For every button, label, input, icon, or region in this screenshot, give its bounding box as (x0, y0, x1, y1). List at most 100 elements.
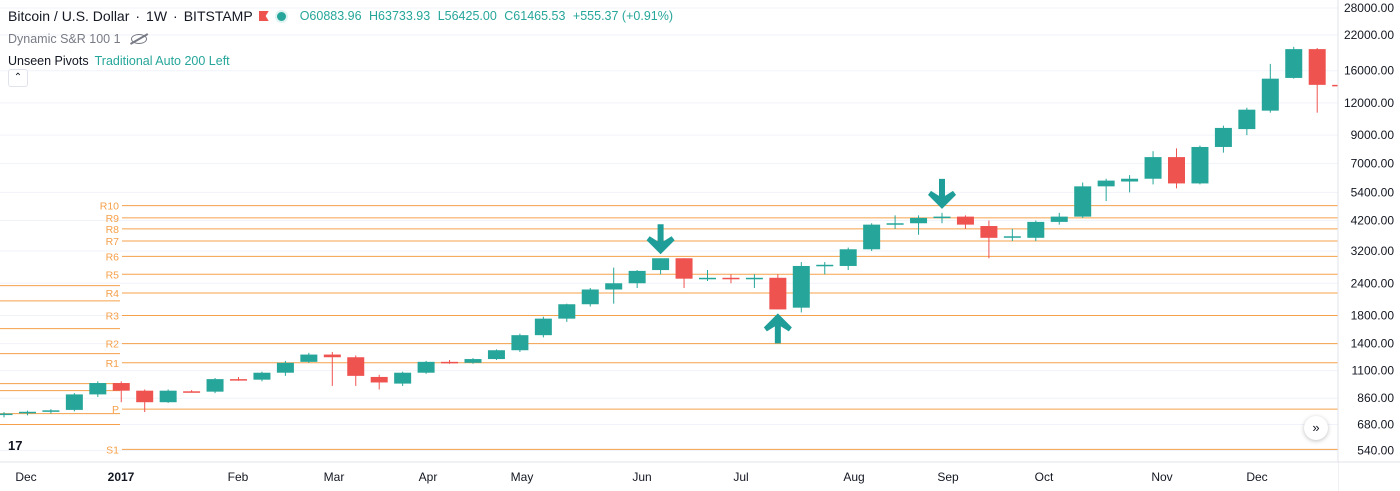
candle-body (1003, 236, 1021, 238)
candle-body (956, 216, 974, 225)
tradingview-logo-icon[interactable]: 17 (8, 438, 23, 453)
price-tick-label: 540.00 (1357, 443, 1394, 457)
candle-body (816, 264, 834, 267)
candle-body (417, 361, 435, 373)
time-axis-bg (0, 462, 1338, 491)
candle-body (769, 277, 787, 310)
price-tick-label: 2400.00 (1351, 276, 1395, 290)
candle-body (230, 379, 247, 381)
candle-body (1144, 157, 1162, 179)
time-tick-label: Jun (632, 470, 651, 484)
price-tick-label: 12000.00 (1344, 96, 1394, 110)
price-tick-label: 5400.00 (1351, 185, 1395, 199)
candle-body (370, 376, 388, 383)
candle-body (206, 379, 224, 392)
interval-label[interactable]: 1W (146, 8, 168, 24)
candle-body (1308, 49, 1326, 85)
collapse-legend-button[interactable]: ⌃ (8, 69, 28, 87)
candle-body (1214, 127, 1232, 147)
time-tick-label: Oct (1035, 470, 1054, 484)
pivot-label: R8 (106, 224, 120, 236)
candle-body (42, 410, 60, 412)
time-tick-label: Feb (228, 470, 249, 484)
candle-body (112, 383, 130, 391)
candle-body (558, 304, 576, 319)
candle-body (1097, 180, 1115, 187)
candle-body (1261, 78, 1279, 111)
candle-body (276, 362, 294, 373)
candle-body (394, 372, 412, 384)
pivot-label: R3 (106, 310, 120, 322)
time-tick-label: Apr (419, 470, 438, 484)
candle-body (1238, 109, 1256, 130)
pivot-label: R2 (106, 339, 120, 351)
candle-body (300, 354, 318, 362)
candle-body (511, 335, 529, 351)
candle-body (534, 318, 552, 336)
scroll-to-realtime-button[interactable]: » (1304, 416, 1328, 440)
candle-body (1191, 146, 1209, 184)
low-value: L56425.00 (437, 9, 497, 23)
close-value: C61465.53 (504, 9, 566, 23)
candle-body (1168, 157, 1185, 184)
candle-body (464, 359, 482, 363)
candle-body (89, 383, 107, 395)
candle-body (722, 277, 740, 280)
time-tick-label: 2017 (108, 470, 135, 484)
candle-body (183, 391, 201, 393)
pivot-label: R6 (106, 251, 120, 263)
candle-body (136, 390, 154, 403)
symbol-name[interactable]: Bitcoin / U.S. Dollar (8, 8, 130, 24)
indicator-pivots-params: Traditional Auto 200 Left (94, 54, 230, 68)
chart-legend: Bitcoin / U.S. Dollar · 1W · BITSTAMP O6… (8, 6, 677, 71)
arrow-down-icon (928, 178, 956, 209)
signal-markers (646, 178, 956, 344)
candle-body (65, 394, 83, 410)
candle-body (487, 350, 505, 360)
candle-body (745, 277, 763, 280)
price-tick-label: 7000.00 (1351, 156, 1395, 170)
ohlc-values: O60883.96 H63733.93 L56425.00 C61465.53 … (300, 6, 677, 26)
pivot-label: R10 (100, 201, 119, 213)
flag-icon[interactable] (258, 11, 269, 21)
indicator-dsr[interactable]: Dynamic S&R 100 1 (8, 29, 677, 49)
candle-body (347, 357, 365, 376)
price-tick-label: 9000.00 (1351, 128, 1395, 142)
candle-body (159, 390, 177, 403)
candlestick-series (0, 46, 1350, 418)
candle-body (886, 223, 904, 225)
time-tick-label: Sep (937, 470, 959, 484)
candle-body (581, 289, 599, 305)
indicator-pivots-name: Unseen Pivots (8, 54, 89, 68)
time-tick-label: Dec (15, 470, 36, 484)
exchange-label[interactable]: BITSTAMP (183, 8, 253, 24)
candle-body (980, 226, 998, 238)
candle-body (652, 258, 670, 271)
price-tick-label: 1800.00 (1351, 308, 1395, 322)
candle-body (910, 217, 928, 224)
candle-body (699, 277, 716, 280)
hidden-eye-icon[interactable] (130, 34, 147, 44)
pivot-label: S1 (106, 444, 119, 456)
candle-body (1027, 221, 1045, 238)
open-value: O60883.96 (299, 9, 362, 23)
price-tick-label: 1100.00 (1352, 364, 1395, 378)
candle-body (1121, 178, 1139, 182)
time-tick-label: Aug (843, 470, 864, 484)
indicator-dsr-label: Dynamic S&R 100 1 (8, 32, 121, 46)
time-tick-label: Jul (733, 470, 748, 484)
candle-body (675, 258, 693, 279)
candle-body (0, 413, 13, 416)
arrow-up-icon (763, 313, 792, 344)
candle-body (628, 270, 646, 284)
candle-body (792, 265, 810, 308)
candle-body (863, 224, 881, 250)
indicator-pivots[interactable]: Unseen Pivots Traditional Auto 200 Left (8, 51, 677, 71)
time-tick-label: May (511, 470, 534, 484)
time-tick-label: Mar (324, 470, 345, 484)
time-tick-label: Dec (1246, 470, 1267, 484)
separator: · (135, 8, 141, 24)
candle-body (253, 372, 271, 380)
